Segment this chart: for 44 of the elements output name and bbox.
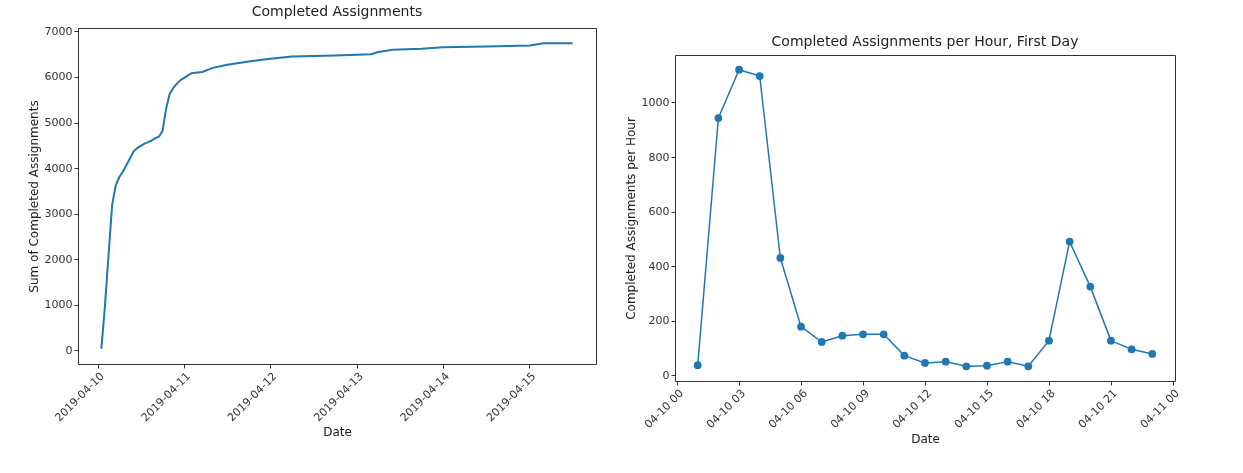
- y-tick-label: 3000: [44, 207, 73, 221]
- chart-title: Completed Assignments: [251, 3, 423, 20]
- x-axis-title: Date: [323, 425, 352, 440]
- y-tick-label: 4000: [44, 161, 73, 175]
- y-tick-label: 800: [648, 150, 670, 164]
- point: [879, 330, 888, 339]
- y-tick-label: 1000: [44, 298, 73, 312]
- point: [859, 330, 867, 339]
- y-tick-label: 6000: [44, 70, 73, 84]
- point: [921, 359, 929, 367]
- point: [1127, 345, 1136, 354]
- y-tick-label: 2000: [44, 252, 73, 266]
- point: [797, 322, 805, 331]
- y-tick-label: 1000: [641, 95, 670, 109]
- point: [714, 114, 723, 122]
- y-tick-label: 0: [65, 343, 73, 357]
- point: [1045, 336, 1053, 345]
- point: [1065, 237, 1074, 246]
- y-tick-label: 0: [662, 368, 670, 382]
- point: [1086, 282, 1095, 291]
- y-axis-title: Completed Assignments per Hour: [623, 117, 638, 320]
- point: [1148, 350, 1157, 358]
- point: [1024, 362, 1033, 371]
- point: [817, 338, 826, 346]
- point: [941, 357, 950, 366]
- y-tick-label: 7000: [44, 24, 73, 38]
- point: [838, 331, 847, 340]
- point: [693, 361, 702, 370]
- chart-title: Completed Assignments per Hour, First Day: [771, 33, 1079, 49]
- y-tick-label: 600: [648, 205, 670, 219]
- point: [983, 361, 991, 370]
- y-axis-title: Sum of Completed Assignments: [26, 100, 41, 293]
- y-tick-label: 5000: [44, 116, 73, 130]
- point: [1003, 357, 1012, 366]
- x-axis-title: Date: [911, 432, 940, 447]
- point: [755, 72, 764, 80]
- point: [900, 351, 909, 360]
- y-tick-label: 400: [648, 259, 670, 273]
- point: [962, 362, 971, 371]
- y-tick-label: 200: [648, 314, 670, 328]
- point: [776, 254, 785, 262]
- point: [1107, 336, 1115, 345]
- line-series: [100, 42, 574, 350]
- point: [735, 65, 743, 74]
